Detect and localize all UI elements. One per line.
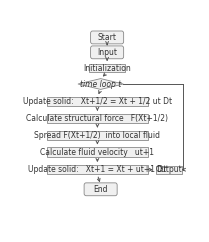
Text: Input: Input (97, 48, 117, 57)
FancyBboxPatch shape (84, 183, 117, 196)
Text: Update solid:   Xt+1/2 = Xt + 1/2 ut Dt: Update solid: Xt+1/2 = Xt + 1/2 ut Dt (23, 97, 172, 106)
Bar (47, 97, 148, 106)
Text: Start: Start (98, 33, 117, 42)
Bar (47, 147, 148, 157)
Text: End: End (93, 185, 108, 194)
Bar (156, 166, 182, 174)
FancyBboxPatch shape (90, 31, 124, 44)
Text: time loop t: time loop t (80, 80, 121, 89)
Text: Calculate fluid velocity   ut+1: Calculate fluid velocity ut+1 (40, 148, 154, 157)
Text: Output: Output (155, 165, 182, 174)
Text: Update solid:   Xt+1 = Xt + ut+1 Dt: Update solid: Xt+1 = Xt + ut+1 Dt (28, 165, 167, 174)
Text: Calculate structural force   F(Xt+1/2): Calculate structural force F(Xt+1/2) (26, 114, 168, 123)
Polygon shape (78, 79, 123, 89)
Bar (47, 114, 148, 123)
Bar (89, 64, 125, 72)
Bar (47, 165, 148, 174)
Bar (47, 131, 148, 140)
FancyBboxPatch shape (90, 46, 124, 59)
Text: Spread F(Xt+1/2)  into local fluid: Spread F(Xt+1/2) into local fluid (34, 131, 160, 140)
Text: Initialization: Initialization (83, 64, 131, 73)
